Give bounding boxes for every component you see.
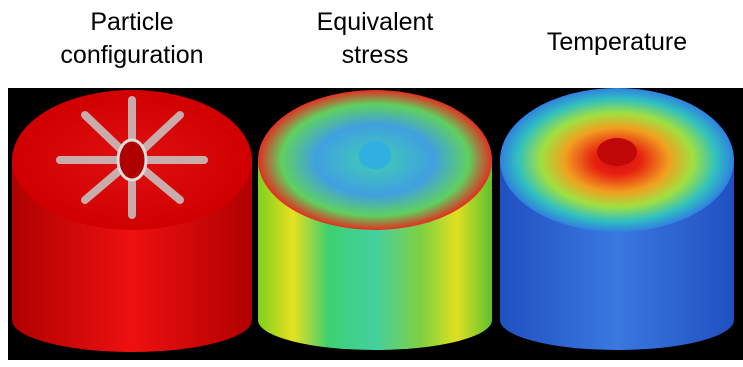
temperature-cylinder	[500, 88, 734, 350]
figure: Particle configuration Equivalent stress Tem…	[0, 0, 743, 367]
panel-label: Temperature	[547, 28, 687, 56]
particle-cylinder	[12, 90, 252, 352]
panel-label: stress	[342, 41, 409, 69]
panel-label: Equivalent	[317, 8, 434, 36]
panel-label: configuration	[60, 41, 203, 69]
panel-label: Particle	[90, 8, 173, 36]
stress-cylinder	[258, 90, 492, 350]
